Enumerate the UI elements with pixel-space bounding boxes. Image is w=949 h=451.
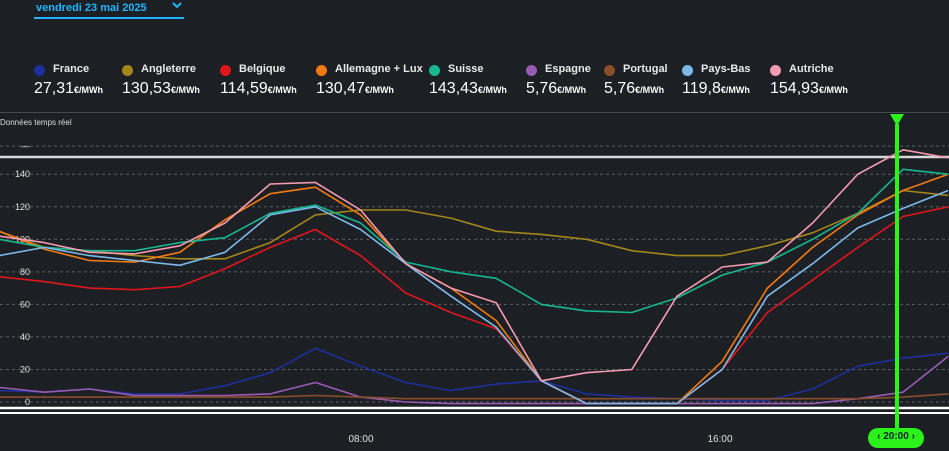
series-line-autriche [0, 149, 949, 382]
legend-color-dot [604, 65, 615, 76]
series-line-suisse [0, 168, 949, 314]
series-line-portugal [0, 393, 949, 400]
y-tick-label: 40 [20, 332, 30, 342]
legend-color-dot [682, 65, 693, 76]
legend-country-name: France [53, 63, 90, 75]
legend-price: 5,76€/MWh [526, 80, 586, 98]
legend-country-name: Pays-Bas [701, 63, 751, 75]
legend-color-dot [316, 65, 327, 76]
legend-price: 143,43€/MWh [429, 80, 507, 98]
legend-color-dot [34, 65, 45, 76]
legend-color-dot [526, 65, 537, 76]
legend-color-dot [770, 65, 781, 76]
legend-price: 27,31€/MWh [34, 80, 103, 98]
y-tick-label: 60 [20, 299, 30, 309]
y-tick-label: 120 [15, 202, 30, 212]
legend: France 27,31€/MWh Angleterre 130,53€/MWh Bel… [0, 62, 949, 102]
legend-price-unit: €/MWh [74, 85, 104, 95]
legend-price: 130,53€/MWh [122, 80, 200, 98]
legend-color-dot [122, 65, 133, 76]
legend-price-value: 143,43 [429, 80, 478, 97]
series-line-belgique [0, 206, 949, 405]
legend-country-name: Portugal [623, 63, 668, 75]
legend-country-name: Belgique [239, 63, 286, 75]
chevron-right-icon: › [911, 431, 915, 442]
legend-color-dot [220, 65, 231, 76]
series-line-france [0, 347, 949, 402]
time-cursor-handle [890, 114, 904, 126]
legend-price-unit: €/MWh [818, 85, 848, 95]
legend-price-unit: €/MWh [170, 85, 200, 95]
series-line-allemagne-lux [0, 173, 949, 405]
y-tick-label: 140 [15, 169, 30, 179]
legend-price-value: 119,8 [682, 80, 721, 97]
legend-price-value: 5,76 [526, 80, 558, 97]
chevron-down-icon [172, 2, 182, 9]
y-tick-label: 80 [20, 267, 30, 277]
legend-color-dot [429, 65, 440, 76]
x-tick-label: 16:00 [707, 434, 732, 445]
legend-price-value: 114,59 [220, 80, 268, 97]
legend-price-value: 130,47 [316, 80, 365, 97]
legend-country-name: Allemagne + Lux [335, 63, 423, 75]
y-tick-label: 20 [20, 364, 30, 374]
time-cursor-label: ‹ 20:00 › [868, 431, 924, 442]
series-line-espagne [0, 355, 949, 405]
legend-price: 119,8€/MWh [682, 80, 750, 98]
legend-price-unit: €/MWh [477, 85, 507, 95]
date-selector[interactable]: vendredi 23 mai 2025 [34, 0, 184, 19]
legend-price-value: 5,76 [604, 80, 636, 97]
legend-country-name: Angleterre [141, 63, 197, 75]
header-divider [0, 112, 949, 113]
legend-price-unit: €/MWh [557, 85, 587, 95]
legend-price-unit: €/MWh [635, 85, 665, 95]
legend-price: 130,47€/MWh [316, 80, 394, 98]
y-tick-label-top: — [21, 141, 30, 151]
realtime-label: Données temps réel [0, 118, 72, 127]
legend-country-name: Espagne [545, 63, 591, 75]
legend-price: 5,76€/MWh [604, 80, 664, 98]
legend-price-value: 27,31 [34, 80, 75, 97]
legend-price-unit: €/MWh [364, 85, 394, 95]
legend-price: 154,93€/MWh [770, 80, 848, 98]
y-tick-label: 0 [25, 397, 30, 407]
time-cursor-badge[interactable]: ‹ 20:00 › [868, 428, 924, 448]
legend-country-name: Autriche [789, 63, 834, 75]
legend-price-value: 154,93 [770, 80, 819, 97]
x-tick-label: 08:00 [348, 434, 373, 445]
legend-price-value: 130,53 [122, 80, 171, 97]
legend-price: 114,59€/MWh [220, 80, 297, 98]
series-line-pays-bas [0, 189, 949, 405]
legend-price-unit: €/MWh [720, 85, 750, 95]
date-label: vendredi 23 mai 2025 [36, 2, 147, 14]
legend-country-name: Suisse [448, 63, 484, 75]
chevron-left-icon: ‹ [877, 431, 881, 442]
cursor-time: 20:00 [883, 431, 909, 442]
legend-price-unit: €/MWh [267, 85, 297, 95]
